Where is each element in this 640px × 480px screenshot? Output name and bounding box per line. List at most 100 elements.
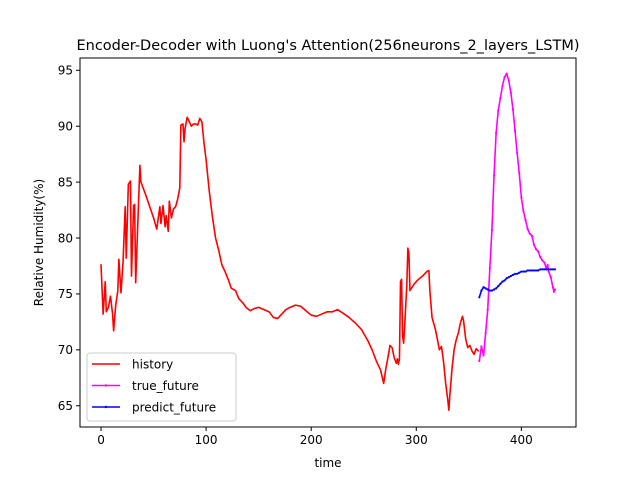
data-point	[553, 288, 557, 291]
data-point	[522, 210, 525, 213]
data-point	[530, 234, 533, 237]
data-point	[478, 296, 481, 299]
data-point	[501, 280, 504, 283]
data-point	[511, 273, 515, 277]
data-point	[484, 331, 487, 335]
data-point	[539, 255, 542, 259]
series-history	[100, 116, 480, 412]
data-point	[507, 276, 510, 279]
data-point	[547, 268, 550, 271]
data-point	[552, 290, 556, 293]
x-tick-label: 100	[195, 433, 218, 447]
data-point	[551, 286, 554, 289]
legend-marker	[104, 384, 108, 387]
data-point	[486, 308, 489, 311]
data-point	[513, 129, 517, 132]
x-axis-label: time	[314, 456, 341, 470]
y-tick-label: 70	[58, 343, 73, 357]
chart-title: Encoder-Decoder with Luong's Attention(2…	[76, 38, 579, 54]
x-axis: 0 100 200 300 400	[97, 427, 533, 447]
data-point	[526, 269, 529, 272]
data-point	[499, 282, 502, 285]
data-point	[543, 261, 546, 264]
data-point	[546, 263, 549, 266]
series-true-future	[478, 72, 557, 363]
data-point	[484, 287, 487, 290]
data-point	[549, 268, 552, 271]
data-point	[553, 268, 557, 271]
data-point	[501, 84, 504, 88]
data-point	[482, 286, 485, 289]
data-point	[522, 270, 525, 273]
legend-entry-predict-future: predict_future	[92, 400, 216, 414]
data-point	[524, 270, 527, 273]
data-point	[534, 248, 538, 251]
data-point	[480, 345, 483, 348]
legend-label: true_future	[132, 379, 199, 393]
data-point	[528, 269, 531, 272]
data-point	[518, 172, 521, 175]
y-axis-label: Relative Humidity(%)	[32, 179, 46, 306]
data-point	[534, 269, 538, 272]
data-point	[528, 232, 531, 235]
data-point	[537, 250, 540, 253]
data-point	[545, 268, 548, 271]
data-point	[526, 227, 529, 231]
data-point	[503, 279, 506, 282]
data-point	[547, 270, 550, 273]
data-point	[511, 108, 515, 111]
data-point	[503, 75, 506, 79]
legend-frame	[86, 352, 237, 422]
data-point	[507, 79, 510, 82]
y-axis: 65 70 75 80 85 90 95	[58, 64, 80, 413]
data-point	[492, 174, 496, 177]
data-point	[495, 131, 498, 135]
series-layer	[100, 72, 557, 412]
data-point	[539, 268, 542, 271]
y-tick-label: 65	[58, 399, 73, 413]
axes-frame	[79, 57, 577, 428]
data-point	[497, 109, 500, 112]
data-point	[488, 267, 491, 270]
y-tick-label: 75	[58, 287, 73, 301]
x-tick-label: 300	[405, 433, 428, 447]
data-point	[488, 289, 491, 292]
data-point	[530, 269, 533, 272]
y-tick-label: 85	[58, 175, 73, 189]
data-point	[543, 268, 546, 271]
data-point	[480, 289, 483, 292]
legend-marker	[104, 405, 108, 409]
series-predict-future	[478, 268, 557, 299]
data-point	[520, 196, 523, 199]
series-line-history	[100, 116, 480, 412]
data-point	[495, 287, 498, 290]
plot-area	[100, 72, 557, 412]
data-point	[532, 243, 536, 246]
data-point	[532, 269, 536, 272]
data-point	[497, 285, 500, 288]
data-point	[516, 272, 519, 275]
x-tick-label: 0	[97, 433, 105, 447]
data-point	[541, 268, 544, 271]
data-point	[537, 269, 540, 272]
data-point	[541, 259, 544, 262]
data-point	[520, 270, 523, 273]
data-point	[505, 277, 508, 280]
data-point	[518, 271, 521, 274]
data-point	[509, 91, 512, 94]
data-point	[490, 229, 494, 232]
y-tick-label: 90	[58, 120, 73, 134]
data-point	[549, 276, 552, 279]
data-point	[524, 219, 527, 222]
data-point	[482, 354, 485, 357]
data-point	[513, 272, 517, 275]
x-tick-label: 200	[300, 433, 323, 447]
y-tick-label: 95	[58, 64, 73, 78]
legend-entry-history: history	[92, 357, 173, 371]
data-point	[516, 151, 519, 155]
legend-label: history	[132, 357, 173, 371]
data-point	[490, 289, 494, 292]
legend: history true_future predict_future	[86, 352, 237, 422]
data-point	[499, 97, 502, 100]
